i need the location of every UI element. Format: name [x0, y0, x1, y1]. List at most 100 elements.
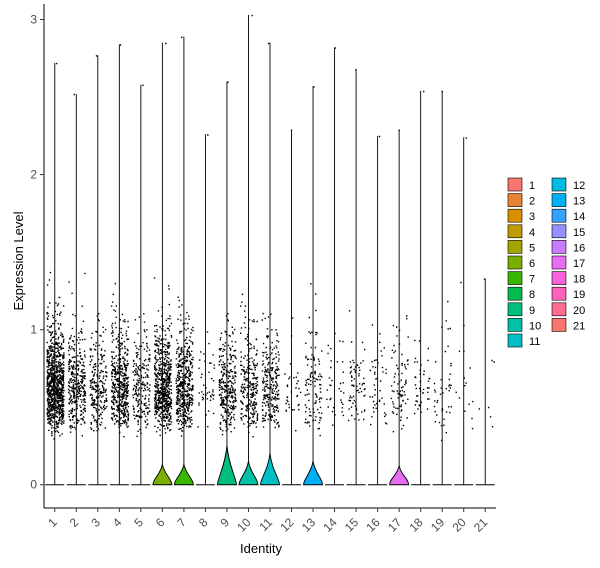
legend-key-19	[551, 286, 567, 301]
x-tick-label-20: 20	[449, 515, 469, 535]
legend-key-13	[551, 193, 567, 207]
points-20	[455, 137, 474, 430]
points-14	[326, 47, 345, 426]
legend-label-13: 13	[573, 196, 585, 208]
legend-label-6: 6	[529, 258, 535, 270]
legend-label-1: 1	[529, 180, 535, 192]
violin-19	[432, 90, 452, 486]
x-axis-title: Identity	[240, 541, 282, 556]
points-7	[175, 36, 194, 437]
legend-key-21	[551, 318, 567, 332]
points-8	[197, 134, 215, 428]
legend-label-2: 2	[529, 196, 535, 208]
legend-label-5: 5	[529, 242, 535, 254]
x-tick-label-16: 16	[363, 515, 383, 535]
legend-label-7: 7	[529, 274, 535, 286]
x-tick-label-10: 10	[234, 515, 254, 535]
legend-key-20	[551, 302, 567, 317]
x-tick-label-4: 4	[110, 515, 125, 530]
points-10	[240, 14, 259, 438]
legend-key-18	[551, 271, 567, 285]
violin-11	[260, 42, 280, 486]
points-5	[132, 84, 151, 437]
points-4	[110, 44, 130, 438]
legend-label-10: 10	[529, 320, 541, 332]
points-1	[46, 62, 65, 440]
x-tick-label-21: 21	[471, 515, 491, 535]
points-13	[304, 86, 323, 437]
points-11	[261, 42, 280, 429]
y-axis-title: Expression Level	[11, 211, 26, 310]
points-15	[347, 69, 366, 422]
violin-21	[475, 278, 495, 486]
points-19	[433, 90, 452, 442]
points-21	[478, 278, 495, 428]
points-18	[413, 90, 431, 415]
x-tick-label-6: 6	[153, 515, 168, 530]
violins-layer	[45, 14, 495, 486]
legend-label-17: 17	[573, 258, 585, 270]
x-tick-label-13: 13	[299, 515, 319, 535]
points-3	[89, 55, 108, 432]
x-tick-label-17: 17	[385, 515, 405, 535]
x-tick-label-11: 11	[256, 515, 275, 534]
legend-key-7	[507, 271, 523, 285]
legend-key-6	[507, 255, 523, 270]
x-tick-label-15: 15	[342, 515, 362, 535]
legend-label-20: 20	[573, 305, 585, 317]
violin-13	[303, 86, 324, 486]
x-tick-label-8: 8	[196, 515, 211, 530]
x-tick-label-14: 14	[320, 515, 340, 535]
legend-label-3: 3	[529, 211, 535, 223]
legend-label-14: 14	[573, 211, 585, 223]
violin-10	[238, 14, 259, 486]
legend-label-21: 21	[573, 320, 585, 332]
violin-6	[152, 42, 173, 486]
legend-key-1	[507, 177, 523, 192]
points-9	[218, 81, 237, 436]
legend-key-4	[507, 224, 523, 239]
legend-label-8: 8	[529, 289, 535, 301]
legend-key-5	[507, 240, 523, 254]
violin-12	[282, 129, 302, 486]
x-tick-label-3: 3	[88, 515, 103, 530]
violin-4	[109, 44, 129, 486]
x-tick-label-19: 19	[428, 515, 448, 535]
points-12	[284, 129, 302, 432]
legend-key-17	[551, 255, 567, 270]
legend-label-15: 15	[573, 227, 585, 239]
x-tick-label-1: 1	[45, 515, 60, 530]
points-6	[153, 42, 173, 437]
legend-label-11: 11	[529, 336, 540, 348]
legend-key-2	[507, 193, 523, 207]
x-tick-label-7: 7	[174, 515, 189, 530]
legend-label-19: 19	[573, 289, 585, 301]
legend-key-11	[507, 333, 523, 348]
violin-14	[325, 47, 345, 486]
points-17	[390, 129, 409, 433]
legend-key-15	[551, 224, 567, 239]
legend-key-9	[507, 302, 523, 317]
legend-key-3	[507, 208, 523, 223]
legend-key-12	[551, 177, 567, 192]
violin-8	[195, 134, 215, 486]
y-tick-label-0: 0	[30, 478, 37, 492]
legend-label-16: 16	[573, 242, 585, 254]
violin-17	[389, 129, 410, 486]
y-tick-label-1: 1	[30, 323, 37, 337]
legend-key-10	[507, 318, 523, 332]
violin-7	[173, 36, 194, 486]
legend-key-14	[551, 208, 567, 223]
x-tick-label-12: 12	[277, 515, 297, 535]
points-16	[369, 135, 388, 426]
violin-15	[346, 69, 366, 486]
x-tick-label-9: 9	[217, 515, 232, 530]
y-tick-label-2: 2	[30, 168, 37, 182]
legend-label-18: 18	[573, 274, 585, 286]
violin-9	[216, 81, 237, 486]
x-tick-label-2: 2	[67, 515, 82, 530]
x-tick-label-18: 18	[406, 515, 426, 535]
